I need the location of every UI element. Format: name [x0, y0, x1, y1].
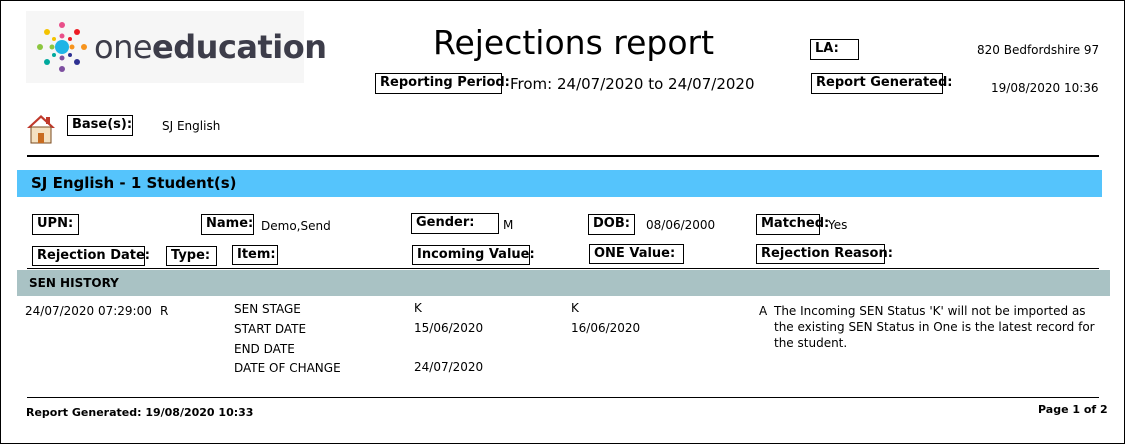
report-title: Rejections report	[433, 23, 715, 62]
name-label: Name:	[201, 214, 254, 235]
logo-text: oneeducation	[94, 28, 327, 66]
col-item: Item:	[232, 245, 278, 265]
one-sen-stage: K	[571, 301, 579, 315]
reporting-period-label: Reporting Period:	[375, 73, 510, 94]
sen-history-title: SEN HISTORY	[29, 276, 119, 290]
matched-value: Yes	[828, 218, 848, 232]
reason-line-2: the existing SEN Status in One is the la…	[774, 320, 1095, 334]
type-value: R	[160, 304, 169, 318]
sen-history-band: SEN HISTORY	[17, 270, 1110, 296]
incoming-start-date: 15/06/2020	[414, 321, 484, 335]
home-icon[interactable]	[26, 113, 56, 145]
item-start-date: START DATE	[234, 322, 307, 336]
incoming-date-of-change: 24/07/2020	[414, 360, 484, 374]
group-band: SJ English - 1 Student(s)	[17, 170, 1102, 197]
divider-footer	[27, 397, 1099, 398]
logo-text-bold: education	[152, 28, 327, 66]
reason-code: A	[759, 304, 768, 318]
reason-line-1: The Incoming SEN Status 'K' will not be …	[774, 304, 1086, 318]
matched-label: Matched:	[756, 214, 829, 235]
divider-top	[27, 155, 1099, 157]
col-incoming-value: Incoming Value:	[412, 245, 535, 265]
upn-label: UPN:	[32, 214, 79, 235]
footer-report-generated: Report Generated: 19/08/2020 10:33	[26, 406, 254, 419]
reason-line-3: the student.	[774, 336, 848, 350]
dob-label: DOB:	[588, 214, 635, 235]
footer-page-number: Page 1 of 2	[1038, 403, 1108, 416]
report-generated-label: Report Generated:	[811, 73, 953, 94]
oneeducation-logo: oneeducation	[26, 11, 327, 83]
gender-label: Gender:	[411, 213, 499, 234]
dob-value: 08/06/2000	[646, 218, 716, 232]
item-sen-stage: SEN STAGE	[234, 302, 301, 316]
divider-columns	[27, 268, 1099, 269]
col-type: Type:	[166, 246, 217, 266]
bases-value: SJ English	[162, 119, 221, 133]
rejection-date-value: 24/07/2020 07:29:00	[25, 304, 152, 318]
col-rejection-date: Rejection Date:	[32, 246, 150, 266]
gender-value: M	[503, 218, 514, 232]
reporting-period-value: From: 24/07/2020 to 24/07/2020	[510, 75, 755, 93]
la-value: 820 Bedfordshire 97	[977, 43, 1100, 57]
la-label: LA:	[810, 39, 859, 60]
col-rejection-reason: Rejection Reason:	[756, 244, 893, 264]
one-start-date: 16/06/2020	[571, 321, 641, 335]
col-one-value: ONE Value:	[589, 244, 684, 264]
logo-text-light: one	[94, 28, 153, 66]
item-date-of-change: DATE OF CHANGE	[234, 361, 341, 375]
incoming-sen-stage: K	[414, 301, 422, 315]
group-title: SJ English - 1 Student(s)	[31, 174, 237, 192]
item-end-date: END DATE	[234, 342, 295, 356]
report-generated-value: 19/08/2020 10:36	[991, 81, 1099, 95]
name-value: Demo,Send	[261, 219, 331, 233]
logo-dots-icon	[37, 22, 87, 72]
bases-label: Base(s):	[67, 115, 133, 136]
